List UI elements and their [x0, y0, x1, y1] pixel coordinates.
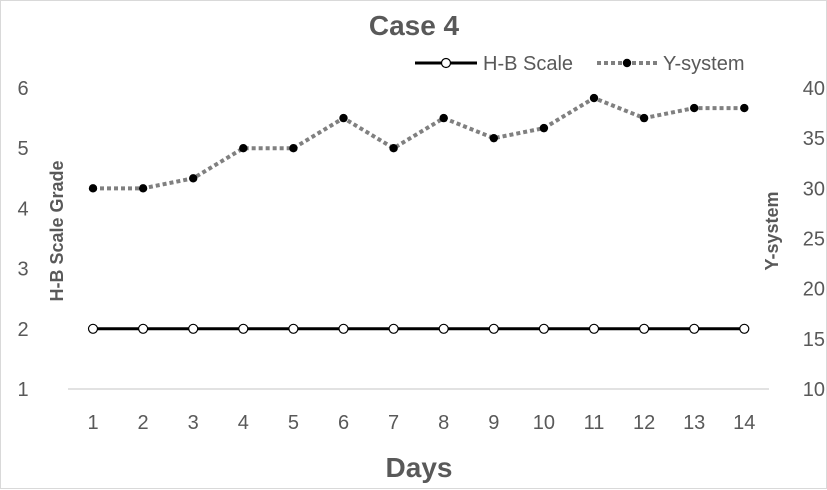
y-tick-label: 3 — [17, 259, 28, 281]
x-axis-title: Days — [386, 452, 453, 483]
y2-axis-title: Y-system — [762, 191, 782, 270]
y2-tick-label: 25 — [803, 229, 825, 251]
chart-title: Case 4 — [369, 10, 460, 41]
data-point — [488, 323, 499, 334]
data-point — [739, 323, 750, 334]
series-group — [87, 93, 750, 334]
y2-tick-label: 20 — [803, 279, 825, 301]
data-point — [538, 323, 550, 334]
data-point — [188, 323, 199, 334]
y-tick-label: 5 — [17, 138, 28, 160]
series-hb-scale — [87, 323, 750, 334]
data-point — [138, 323, 149, 334]
data-point — [690, 103, 699, 113]
data-point — [88, 184, 98, 193]
series-y-system — [88, 93, 749, 193]
y-tick-label: 2 — [17, 319, 28, 341]
data-point — [438, 323, 449, 334]
data-point — [388, 323, 399, 334]
data-point — [689, 323, 700, 334]
data-point — [289, 144, 298, 153]
x-tick-label: 3 — [188, 412, 199, 434]
x-tick-label: 8 — [438, 412, 449, 434]
x-tick-label: 12 — [633, 412, 655, 434]
x-axis-ticks: 1 2 3 4 5 6 7 8 9 10 11 12 13 14 — [87, 412, 755, 434]
x-tick-label: 7 — [388, 412, 399, 434]
x-tick-label: 9 — [488, 412, 499, 434]
data-point — [138, 184, 148, 193]
data-point — [339, 113, 348, 123]
y2-axis-ticks: 10 15 20 25 30 35 40 — [803, 78, 825, 401]
y-axis-title: H-B Scale Grade — [47, 160, 67, 301]
y-axis-ticks: 1 2 3 4 5 6 — [17, 78, 28, 401]
y2-tick-label: 30 — [803, 178, 825, 200]
data-point — [87, 323, 99, 334]
data-point — [189, 174, 198, 183]
legend: H-B Scale Y-system — [415, 53, 745, 75]
x-tick-label: 10 — [533, 412, 555, 434]
legend-marker — [440, 57, 452, 69]
data-point — [539, 123, 549, 133]
y-tick-label: 6 — [17, 78, 28, 100]
data-point — [639, 113, 649, 123]
legend-item-hb-scale: H-B Scale — [415, 53, 573, 75]
x-tick-label: 2 — [138, 412, 149, 434]
y2-tick-label: 40 — [803, 78, 825, 100]
data-point — [389, 144, 398, 153]
data-point — [638, 323, 650, 334]
y-tick-label: 1 — [17, 379, 28, 401]
data-point — [589, 93, 599, 103]
x-tick-label: 14 — [733, 412, 755, 434]
data-point — [439, 113, 448, 123]
x-tick-label: 6 — [338, 412, 349, 434]
data-point — [740, 103, 749, 113]
x-tick-label: 1 — [87, 412, 98, 434]
data-point — [288, 323, 299, 334]
y-tick-label: 4 — [17, 198, 28, 220]
legend-label: H-B Scale — [483, 53, 573, 75]
data-point — [588, 323, 600, 334]
legend-label: Y-system — [663, 53, 745, 75]
series-line — [93, 95, 745, 191]
data-point — [238, 323, 249, 334]
data-point — [489, 133, 498, 143]
data-point — [338, 323, 349, 334]
x-tick-label: 4 — [238, 412, 249, 434]
x-tick-label: 13 — [683, 412, 705, 434]
legend-item-y-system: Y-system — [597, 53, 745, 75]
y2-tick-label: 15 — [803, 329, 825, 351]
y2-tick-label: 10 — [803, 379, 825, 401]
y2-tick-label: 35 — [803, 128, 825, 150]
x-tick-label: 5 — [288, 412, 299, 434]
legend-marker — [622, 58, 632, 68]
x-tick-label: 11 — [584, 412, 605, 434]
data-point — [239, 144, 248, 153]
